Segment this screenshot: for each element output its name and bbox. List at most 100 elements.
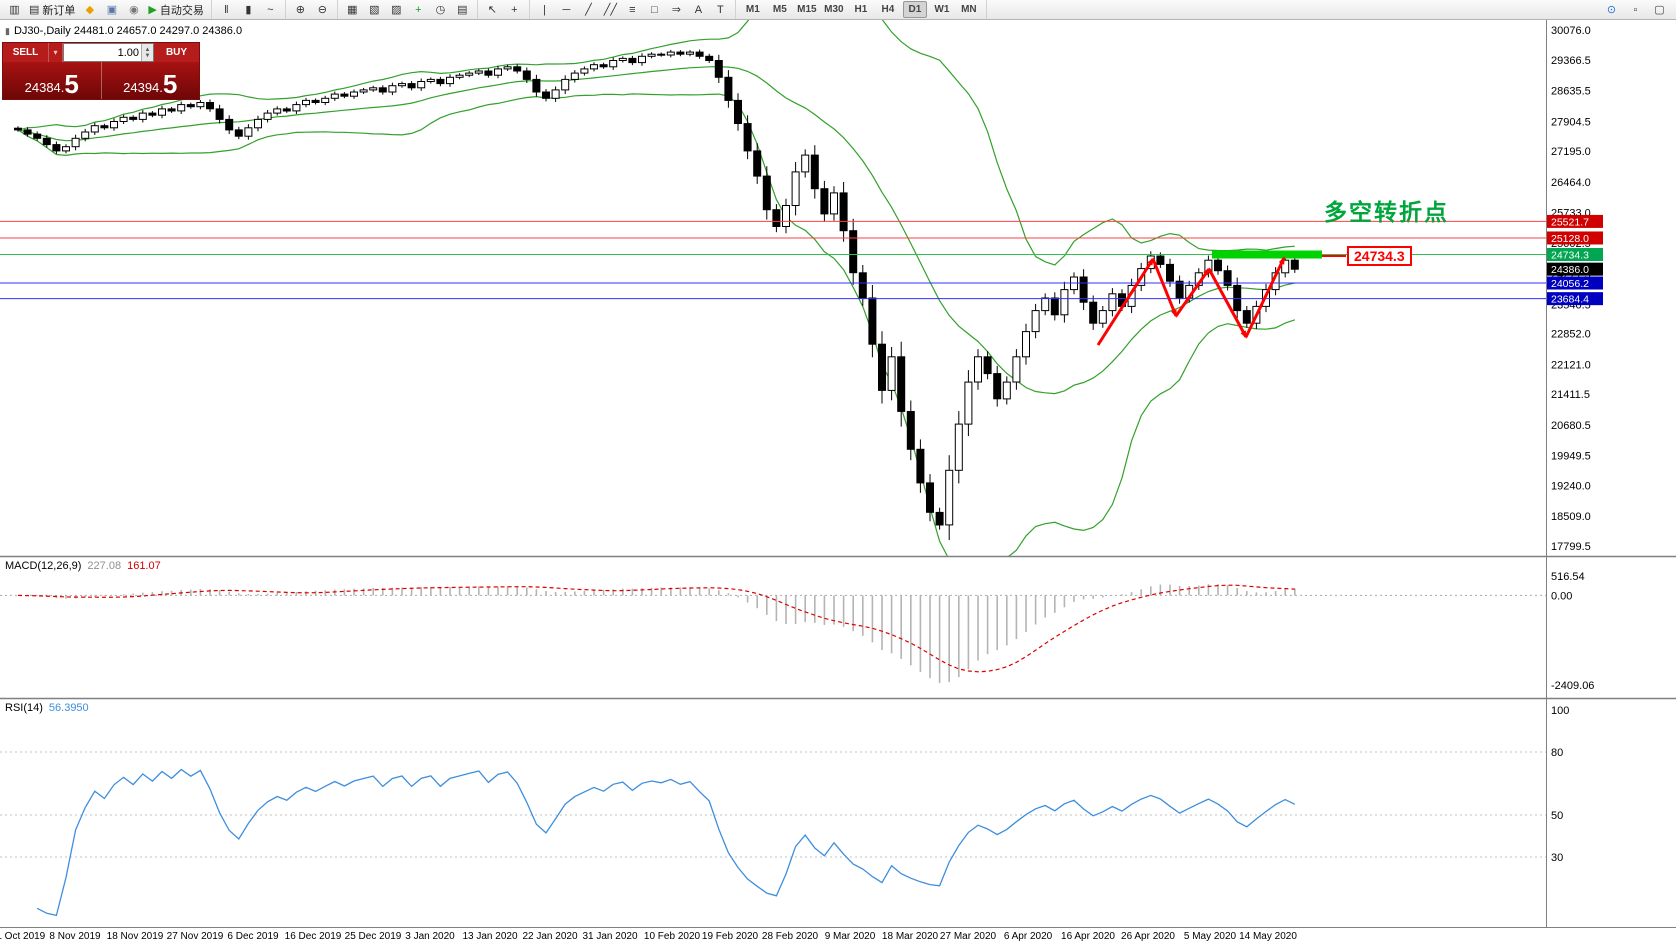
svg-text:24056.2: 24056.2 (1551, 278, 1589, 290)
order-type-dropdown[interactable]: ▾ (48, 43, 63, 62)
rsi-pane[interactable] (0, 751, 1546, 917)
bar-chart-icon[interactable]: ‖ (217, 1, 236, 18)
info-icon-glyph: ◉ (129, 4, 139, 16)
new-window-icon[interactable]: ▫ (1633, 3, 1638, 16)
zoom-out-icon-glyph: ⊖ (317, 4, 327, 16)
arrows-icon-glyph: ⇒ (671, 4, 681, 16)
indicators-button[interactable]: + (409, 1, 428, 18)
svg-text:23684.4: 23684.4 (1551, 294, 1589, 306)
price-pane[interactable] (0, 0, 1546, 574)
volume-up-icon[interactable]: ▲ (144, 46, 151, 53)
svg-text:6 Dec 2019: 6 Dec 2019 (227, 931, 279, 942)
sell-button[interactable]: SELL (12, 47, 39, 58)
one-click-trading-panel: SELL ▾ ▲ ▼ BUY 24384.5 24394.5 (2, 42, 200, 100)
svg-text:18509.0: 18509.0 (1551, 511, 1591, 523)
new-order-button-label: 新订单 (42, 4, 76, 17)
cursor-icon[interactable]: ↖ (483, 1, 502, 18)
toolbar-left: ▥ ▤ 新订单 ◆ ▣ ◉ ▶ 自动交易 ‖ ▮ ~ ⊕ ⊖ ▦ ▧ ▨ + ◷ ▤ ↖ + | ─ ╱ ╱╱ ≡ □ ⇒ A T M1 M5… (0, 0, 987, 19)
ohlc-info: ▮ DJ30-,Daily 24481.0 24657.0 24297.0 24… (5, 25, 242, 37)
horizontal-line-icon[interactable]: ─ (557, 1, 576, 18)
svg-text:31 Jan 2020: 31 Jan 2020 (582, 931, 637, 942)
channel-icon[interactable]: ╱╱ (601, 1, 620, 18)
periods-button[interactable]: ◷ (431, 1, 450, 18)
profile-icon[interactable]: ▣ (102, 1, 121, 18)
timeframe-m15-button[interactable]: M15 (797, 4, 817, 15)
svg-text:3 Jan 2020: 3 Jan 2020 (405, 931, 455, 942)
svg-text:27904.5: 27904.5 (1551, 116, 1591, 128)
volume-down-icon[interactable]: ▼ (144, 52, 151, 59)
sell-price-main: 24384. (24, 80, 65, 95)
timeframe-d1-button[interactable]: D1 (902, 1, 927, 18)
svg-text:25 Dec 2019: 25 Dec 2019 (345, 931, 402, 942)
svg-text:22121.0: 22121.0 (1551, 359, 1591, 371)
info-icon[interactable]: ◉ (124, 1, 143, 18)
fibonacci-icon[interactable]: ≡ (623, 1, 642, 18)
svg-text:21411.5: 21411.5 (1551, 389, 1590, 401)
autotrading-button[interactable]: ▶ 自动交易 (146, 1, 205, 18)
macd-pane[interactable] (0, 584, 1546, 684)
volume-input[interactable] (64, 44, 141, 61)
search-icon[interactable]: ⊙ (1606, 4, 1617, 16)
timeframe-h4-button[interactable]: H4 (881, 4, 895, 15)
svg-text:31 Oct 2019: 31 Oct 2019 (0, 931, 46, 942)
svg-text:13 Jan 2020: 13 Jan 2020 (462, 931, 517, 942)
volume-field: ▲ ▼ (63, 43, 154, 62)
svg-text:18 Nov 2019: 18 Nov 2019 (107, 931, 164, 942)
rsi-indicator-label: RSI(14) 56.3950 (5, 702, 89, 714)
label-icon[interactable]: T (711, 1, 730, 18)
shapes-icon[interactable]: □ (645, 1, 664, 18)
axes-layer[interactable]: 30076.0 29366.5 28635.5 27904.5 27195.0 26464… (0, 20, 1676, 942)
new-chart-icon[interactable]: ▥ (5, 1, 24, 18)
bull-bear-turning-point-annotation[interactable]: 多空转折点 (1324, 199, 1449, 225)
zoom-in-icon[interactable]: ⊕ (291, 1, 310, 18)
svg-text:24386.0: 24386.0 (1551, 264, 1589, 276)
arrows-icon[interactable]: ⇒ (667, 1, 686, 18)
profile-icon-glyph: ▣ (106, 4, 118, 16)
svg-text:17799.5: 17799.5 (1551, 541, 1591, 553)
zoom-out-icon[interactable]: ⊖ (313, 1, 332, 18)
timeframe-h1-button[interactable]: H1 (854, 4, 868, 15)
toolbar-group: ▦ ▧ ▨ + ◷ ▤ (338, 0, 478, 19)
metaeditor-icon[interactable]: ◆ (80, 1, 99, 18)
arrange-windows-icon[interactable]: ▨ (387, 1, 406, 18)
trendline-icon[interactable]: ╱ (579, 1, 598, 18)
tile-windows-icon[interactable]: ▦ (343, 1, 362, 18)
timeframe-m1-button[interactable]: M1 (745, 4, 760, 15)
candlestick-chart-icon[interactable]: ▮ (239, 1, 258, 18)
toolbar-right: ⊙ ▫ ▢ (1595, 1, 1676, 18)
new-order-button[interactable]: ▤ 新订单 (27, 1, 77, 18)
timeframe-w1-button[interactable]: W1 (934, 4, 950, 15)
text-icon[interactable]: A (689, 1, 708, 18)
svg-text:30076.0: 30076.0 (1551, 25, 1591, 37)
drawing-objects-layer[interactable] (1096, 250, 1346, 346)
tile-windows-icon-glyph: ▦ (347, 4, 358, 16)
zoom-in-icon-glyph: ⊕ (295, 4, 305, 16)
resistance-price-tag[interactable]: 24734.3 (1347, 246, 1412, 266)
crosshair-icon[interactable]: + (505, 1, 524, 18)
autotrading-button-label: 自动交易 (159, 4, 204, 17)
svg-text:26464.0: 26464.0 (1551, 177, 1591, 189)
crosshair-icon-glyph: + (511, 3, 518, 16)
buy-price[interactable]: 24394. 5 (102, 62, 200, 99)
svg-text:27 Nov 2019: 27 Nov 2019 (167, 931, 224, 942)
cascade-windows-icon[interactable]: ▧ (365, 1, 384, 18)
macd-main-value: 227.08 (87, 560, 122, 572)
volume-stepper[interactable]: ▲ ▼ (141, 44, 153, 61)
line-chart-icon[interactable]: ~ (261, 1, 280, 18)
vertical-line-icon[interactable]: | (535, 1, 554, 18)
buy-button[interactable]: BUY (165, 47, 188, 58)
fullscreen-icon[interactable]: ▢ (1654, 4, 1665, 16)
sell-price[interactable]: 24384. 5 (3, 62, 102, 99)
macd-indicator-label: MACD(12,26,9) 227.08 161.07 (5, 560, 161, 572)
timeframe-mn-button[interactable]: MN (961, 4, 977, 15)
trade-panel-controls: SELL ▾ ▲ ▼ BUY (3, 43, 199, 62)
new-chart-icon-glyph: ▥ (9, 4, 20, 16)
svg-text:-2409.06: -2409.06 (1551, 680, 1594, 692)
templates-button[interactable]: ▤ (453, 1, 472, 18)
timeframe-m5-button[interactable]: M5 (772, 4, 787, 15)
toolbar-group: | ─ ╱ ╱╱ ≡ □ ⇒ A T (530, 0, 736, 19)
toolbar-group: ▥ ▤ 新订单 ◆ ▣ ◉ ▶ 自动交易 (0, 0, 212, 19)
timeframe-m30-button[interactable]: M30 (824, 4, 844, 15)
